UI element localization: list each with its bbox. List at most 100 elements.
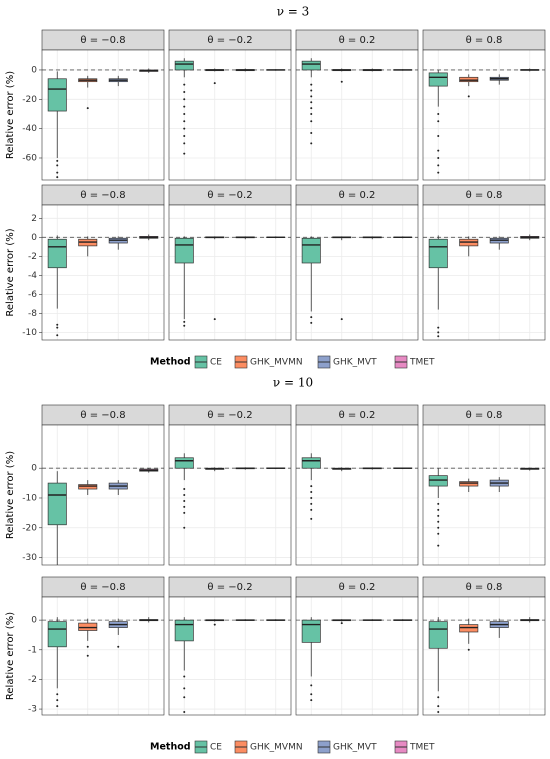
y-tick-label: 0 (31, 233, 37, 243)
y-tick-label: -60 (22, 153, 37, 163)
y-tick-label: -1 (28, 645, 37, 655)
outlier (183, 505, 186, 508)
outlier (310, 517, 313, 520)
outlier (437, 156, 440, 159)
y-tick-label: -20 (22, 95, 37, 105)
panel-border (295, 596, 419, 716)
panel-border (422, 49, 546, 181)
outlier (437, 149, 440, 152)
strip-label: θ = −0.2 (207, 190, 252, 201)
legend-label: GHK_MVMN (250, 743, 303, 753)
outlier (437, 335, 440, 338)
outlier (310, 107, 313, 110)
section-title: ν = 10 (273, 376, 313, 390)
y-tick-label: -2 (28, 675, 37, 685)
y-tick-label: 0 (31, 616, 37, 626)
panel (42, 205, 164, 340)
strip-label: θ = −0.2 (207, 410, 252, 421)
legend-label: GHK_MVMN (250, 358, 303, 368)
y-tick-label: 2 (31, 214, 37, 224)
legend-title: Method (150, 742, 191, 753)
legend-label: TMET (409, 743, 435, 753)
outlier (437, 164, 440, 167)
section-title: ν = 3 (277, 5, 310, 19)
outlier (437, 331, 440, 334)
panel (42, 597, 164, 715)
legend-label: CE (210, 743, 222, 753)
outlier (56, 171, 59, 174)
y-tick-label: -10 (22, 493, 37, 503)
box (459, 624, 479, 633)
outlier (437, 134, 440, 137)
outlier (310, 485, 313, 488)
box (428, 72, 448, 87)
outlier (340, 622, 343, 625)
box (78, 622, 98, 631)
outlier (86, 107, 89, 110)
strip-label: θ = −0.8 (80, 582, 125, 593)
outlier (310, 508, 313, 511)
panel (423, 425, 545, 565)
outlier (56, 164, 59, 167)
panel (296, 425, 418, 565)
box (459, 481, 479, 487)
outlier (437, 326, 440, 329)
y-tick-label: 0 (31, 65, 37, 75)
strip-label: θ = −0.8 (80, 410, 125, 421)
outlier (183, 324, 186, 327)
panel-border (295, 424, 419, 566)
outlier (183, 98, 186, 101)
strip-label: θ = −0.8 (80, 190, 125, 201)
y-axis-label: Relative error (%) (5, 451, 16, 539)
outlier (340, 80, 343, 83)
outlier (183, 120, 186, 123)
strip-label: θ = 0.2 (339, 582, 376, 593)
outlier (437, 696, 440, 699)
outlier (310, 89, 313, 92)
outlier (56, 699, 59, 702)
box (301, 457, 321, 469)
outlier (183, 105, 186, 108)
box (47, 482, 67, 526)
outlier (56, 159, 59, 162)
strip-label: θ = −0.8 (80, 35, 125, 46)
panel-border (168, 204, 292, 341)
outlier (183, 494, 186, 496)
outlier (437, 171, 440, 174)
strip-label: θ = 0.2 (339, 410, 376, 421)
strip-label: θ = 0.8 (466, 35, 503, 46)
outlier (437, 508, 440, 511)
y-tick-label: -8 (28, 309, 37, 319)
panel-border (41, 49, 165, 181)
panel (423, 205, 545, 340)
legend-title: Method (150, 357, 191, 368)
box (174, 619, 194, 642)
box (428, 238, 448, 269)
panel (423, 597, 545, 715)
outlier (310, 142, 313, 145)
legend-label: GHK_MVT (333, 743, 377, 753)
panel-border (168, 424, 292, 566)
legend-label: CE (210, 358, 222, 368)
box (47, 78, 67, 112)
panel (296, 205, 418, 340)
legend-label: TMET (409, 358, 435, 368)
outlier (437, 120, 440, 123)
box (459, 76, 479, 83)
y-tick-label: -4 (28, 271, 37, 281)
box (174, 237, 194, 264)
outlier (183, 696, 186, 699)
outlier (310, 699, 313, 702)
outlier (183, 488, 186, 491)
panel-border (168, 596, 292, 716)
box (174, 457, 194, 469)
box (47, 238, 67, 269)
box (301, 237, 321, 264)
outlier (310, 321, 313, 324)
outlier (310, 83, 313, 86)
strip-label: θ = −0.2 (207, 35, 252, 46)
panel-border (168, 49, 292, 181)
outlier (437, 526, 440, 529)
panel (296, 597, 418, 715)
